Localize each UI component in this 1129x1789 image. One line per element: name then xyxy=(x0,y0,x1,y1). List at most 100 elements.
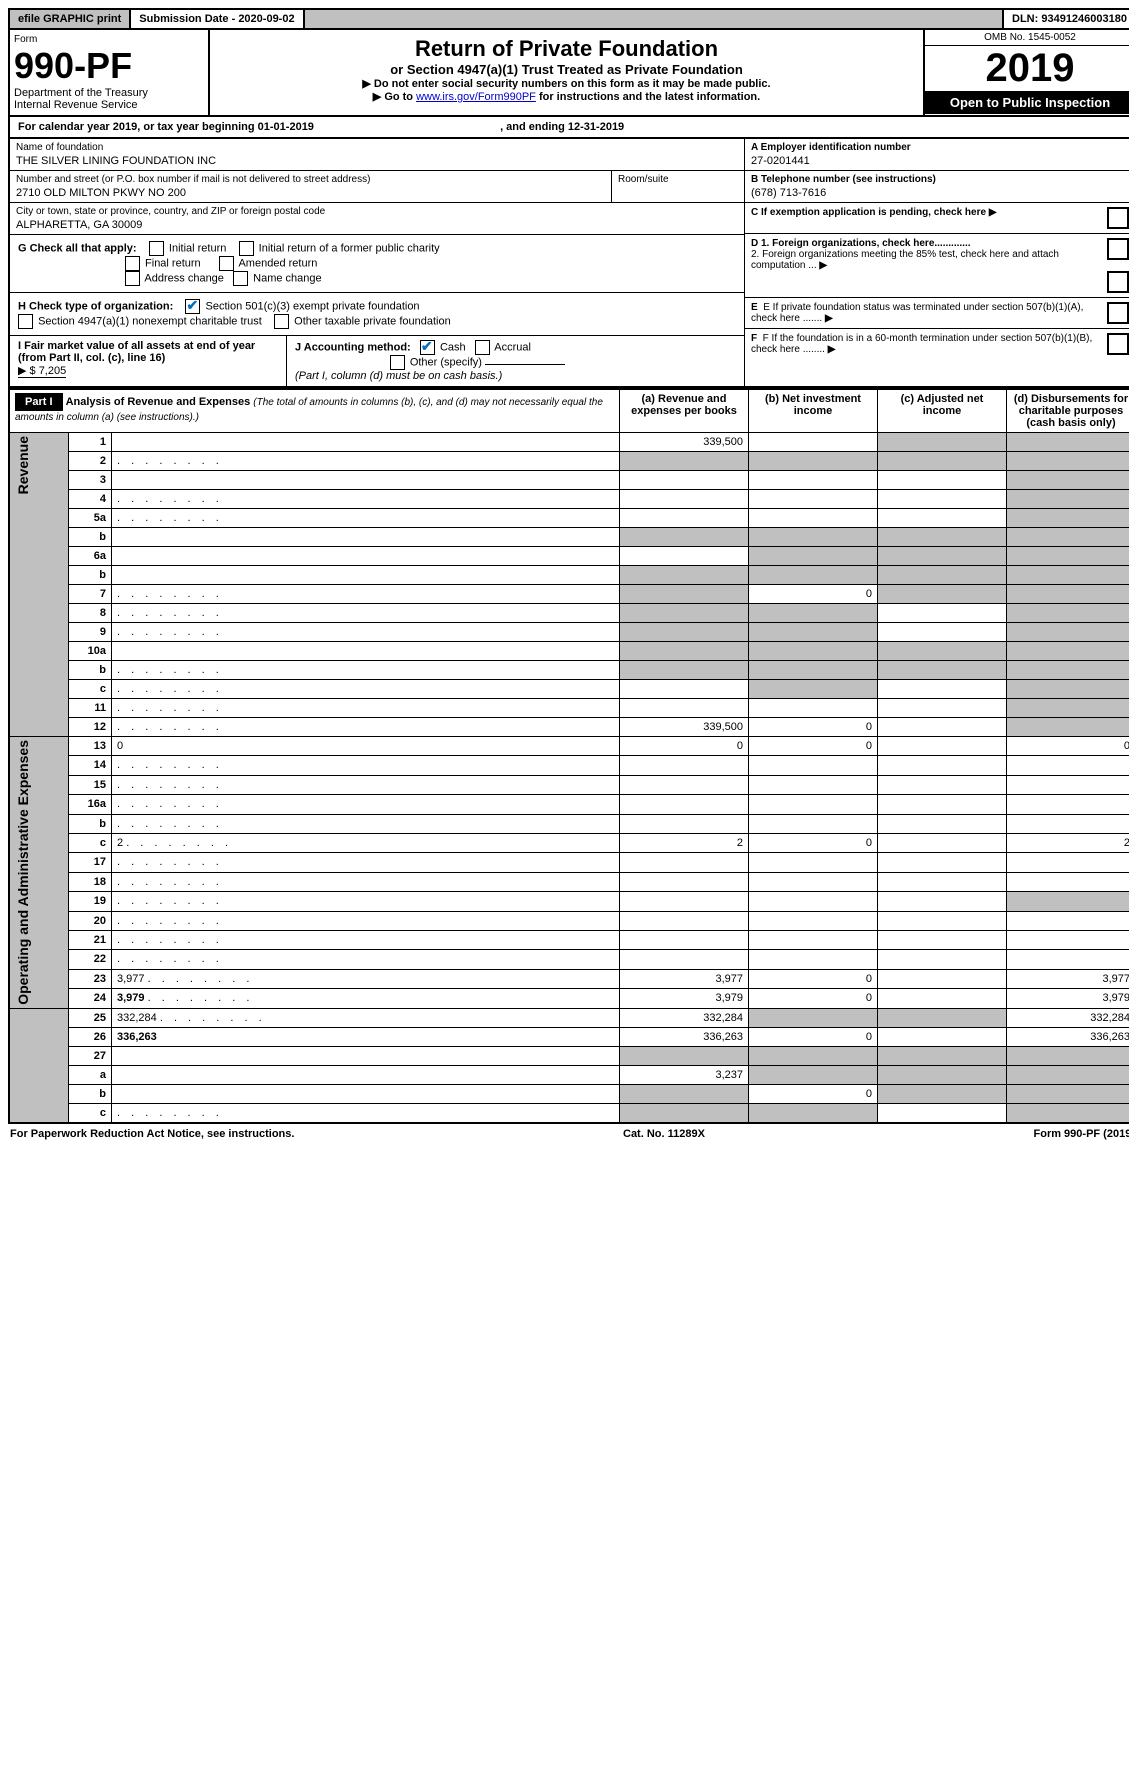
cell-d xyxy=(1007,547,1129,566)
row-number: b xyxy=(69,661,112,680)
cell-d: 2 xyxy=(1007,834,1129,853)
cell-c xyxy=(878,1046,1007,1065)
table-row: 2 . . . . . . . . xyxy=(9,452,1129,471)
row-desc: . . . . . . . . xyxy=(112,795,620,814)
row-desc xyxy=(112,547,620,566)
cell-a xyxy=(620,585,749,604)
row-desc: . . . . . . . . xyxy=(112,585,620,604)
part-label: Part I xyxy=(15,393,63,411)
check-f-row: F F If the foundation is in a 60-month t… xyxy=(745,329,1129,359)
cell-c xyxy=(878,775,1007,794)
checkbox-initial[interactable] xyxy=(149,241,164,256)
cell-a: 3,979 xyxy=(620,989,749,1009)
row-desc: . . . . . . . . xyxy=(112,1103,620,1123)
checkbox-accrual[interactable] xyxy=(475,340,490,355)
cell-d xyxy=(1007,872,1129,891)
cell-a xyxy=(620,452,749,471)
row-desc: 0 xyxy=(112,737,620,756)
checkbox-c[interactable] xyxy=(1107,207,1129,229)
row-desc: 2 . . . . . . . . xyxy=(112,834,620,853)
cell-a xyxy=(620,623,749,642)
table-row: 3 xyxy=(9,471,1129,490)
checkbox-initial-former[interactable] xyxy=(239,241,254,256)
row-number: 19 xyxy=(69,892,112,911)
cell-b xyxy=(749,814,878,833)
cell-b xyxy=(749,1065,878,1084)
form-year-block: OMB No. 1545-0052 2019 Open to Public In… xyxy=(923,30,1129,115)
row-number: 11 xyxy=(69,699,112,718)
cell-d xyxy=(1007,756,1129,775)
cell-d xyxy=(1007,528,1129,547)
cell-d xyxy=(1007,623,1129,642)
row-desc: . . . . . . . . xyxy=(112,911,620,930)
check-g-row: G Check all that apply: Initial return I… xyxy=(10,235,744,293)
dln-label: DLN: 93491246003180 xyxy=(1002,10,1129,28)
row-desc: 3,977 . . . . . . . . xyxy=(112,969,620,988)
table-row: 5a . . . . . . . . xyxy=(9,509,1129,528)
cell-d xyxy=(1007,1084,1129,1103)
cell-a: 336,263 xyxy=(620,1027,749,1046)
table-row: 8 . . . . . . . . xyxy=(9,604,1129,623)
table-row: 233,977 . . . . . . . .3,97703,977 xyxy=(9,969,1129,988)
cell-b: 0 xyxy=(749,1084,878,1103)
cell-a xyxy=(620,814,749,833)
row-desc xyxy=(112,471,620,490)
cell-a xyxy=(620,892,749,911)
cell-a: 2 xyxy=(620,834,749,853)
row-number: 8 xyxy=(69,604,112,623)
cell-c xyxy=(878,1103,1007,1123)
checkbox-e[interactable] xyxy=(1107,302,1129,324)
cell-b xyxy=(749,699,878,718)
cell-b xyxy=(749,795,878,814)
table-row: 19 . . . . . . . . xyxy=(9,892,1129,911)
cell-c xyxy=(878,585,1007,604)
cell-c xyxy=(878,756,1007,775)
cell-d xyxy=(1007,1065,1129,1084)
row-number: 4 xyxy=(69,490,112,509)
row-number: 25 xyxy=(69,1008,112,1027)
row-number: c xyxy=(69,1103,112,1123)
checkbox-501c3[interactable] xyxy=(185,299,200,314)
cell-b xyxy=(749,547,878,566)
cell-b xyxy=(749,509,878,528)
cell-a xyxy=(620,642,749,661)
table-row: 26336,263336,2630336,263 xyxy=(9,1027,1129,1046)
cell-c xyxy=(878,490,1007,509)
checkbox-d1[interactable] xyxy=(1107,238,1129,260)
check-h-row: H Check type of organization: Section 50… xyxy=(10,293,744,336)
cell-b: 0 xyxy=(749,834,878,853)
col-d-header: (d) Disbursements for charitable purpose… xyxy=(1007,389,1129,433)
row-number: c xyxy=(69,680,112,699)
cell-d xyxy=(1007,892,1129,911)
checkbox-other-taxable[interactable] xyxy=(274,314,289,329)
part1-table: Part I Analysis of Revenue and Expenses … xyxy=(8,388,1129,1124)
checkbox-name[interactable] xyxy=(233,271,248,286)
cell-d: 3,977 xyxy=(1007,969,1129,988)
checkbox-amended[interactable] xyxy=(219,256,234,271)
checkbox-f[interactable] xyxy=(1107,333,1129,355)
cell-a xyxy=(620,509,749,528)
checkbox-d2[interactable] xyxy=(1107,271,1129,293)
checkbox-other-method[interactable] xyxy=(390,355,405,370)
main-title: Return of Private Foundation xyxy=(216,36,917,62)
cell-b xyxy=(749,872,878,891)
row-desc: 336,263 xyxy=(112,1027,620,1046)
cell-d xyxy=(1007,853,1129,872)
row-desc: 332,284 . . . . . . . . xyxy=(112,1008,620,1027)
row-number: b xyxy=(69,528,112,547)
form-link[interactable]: www.irs.gov/Form990PF xyxy=(416,91,536,103)
checkbox-4947[interactable] xyxy=(18,314,33,329)
cell-c xyxy=(878,471,1007,490)
row-desc: . . . . . . . . xyxy=(112,718,620,737)
calendar-year-row: For calendar year 2019, or tax year begi… xyxy=(8,117,1129,139)
checkbox-final[interactable] xyxy=(125,256,140,271)
row-desc: . . . . . . . . xyxy=(112,756,620,775)
checkbox-cash[interactable] xyxy=(420,340,435,355)
part-title: Analysis of Revenue and Expenses xyxy=(66,396,251,408)
cell-c xyxy=(878,989,1007,1009)
row-desc xyxy=(112,566,620,585)
form-label: Form xyxy=(14,34,204,45)
checkbox-addr[interactable] xyxy=(125,271,140,286)
row-number: 15 xyxy=(69,775,112,794)
cell-b xyxy=(749,853,878,872)
